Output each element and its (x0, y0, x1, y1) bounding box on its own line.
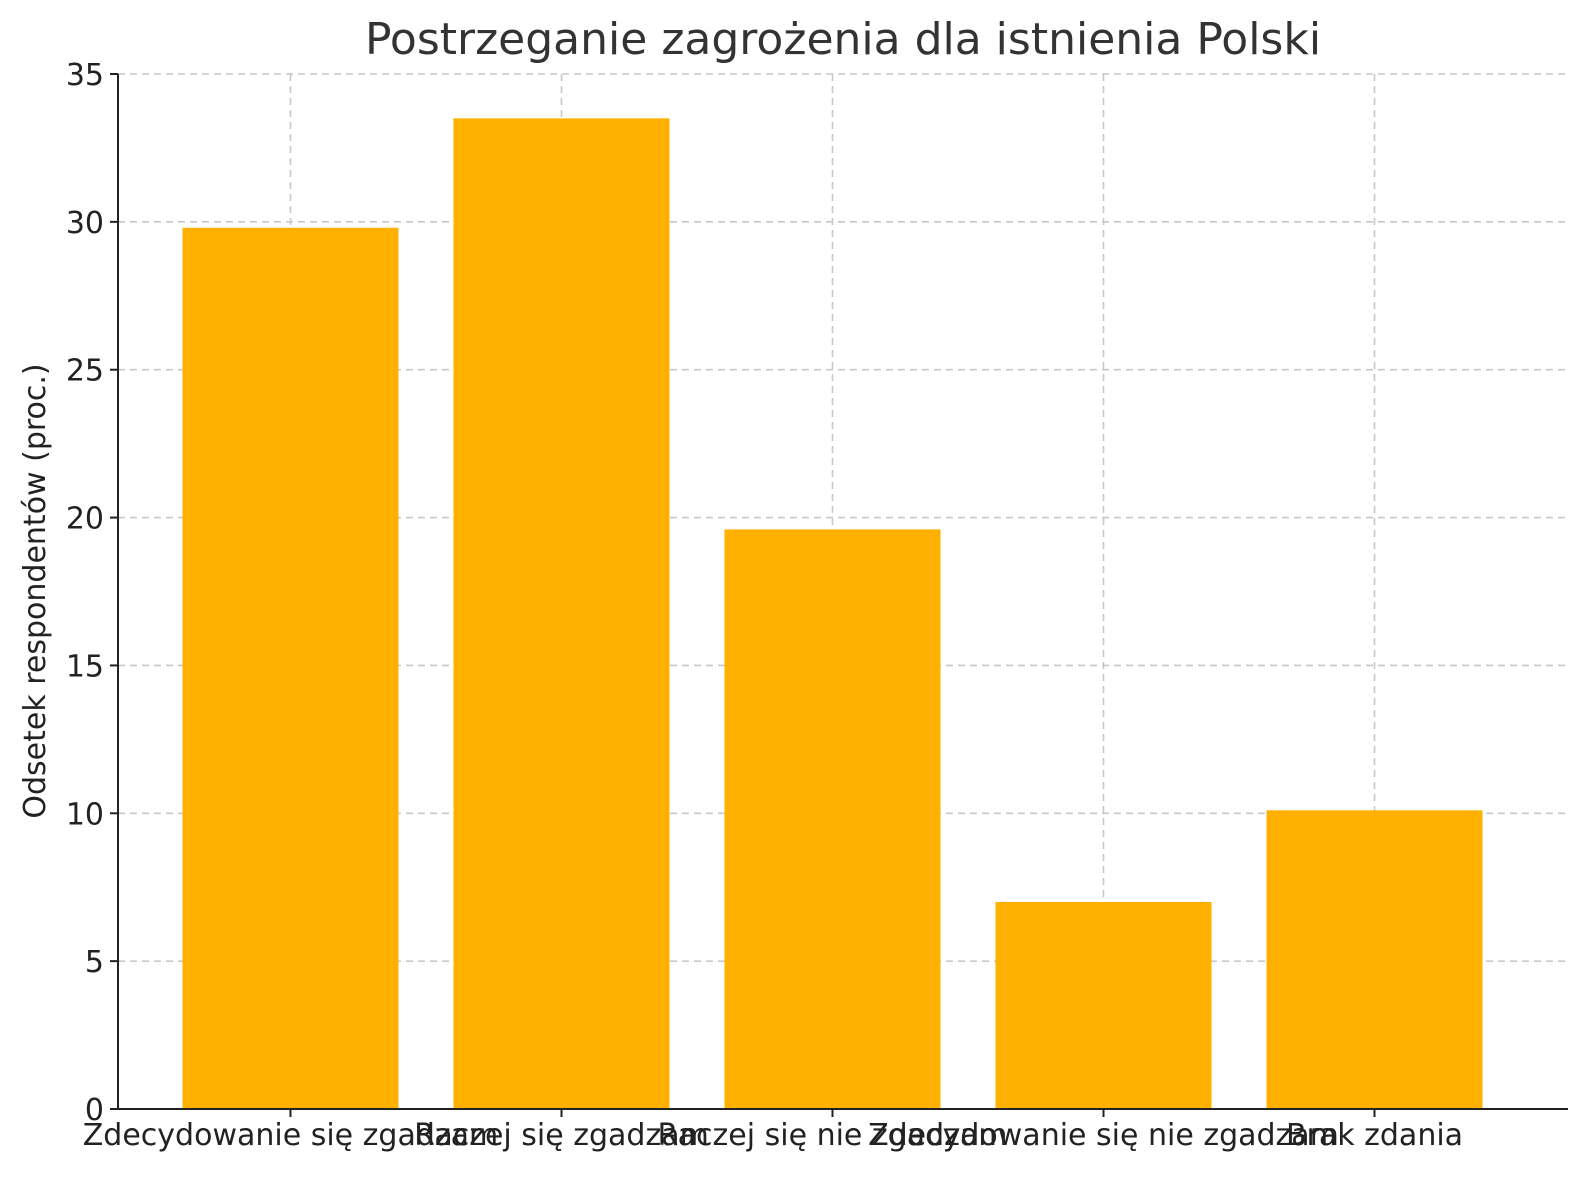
x-tick-label: Zdecydowanie się zgadzam (83, 1118, 499, 1153)
bar (724, 529, 941, 1109)
y-axis-label: Odsetek respondentów (proc.) (18, 363, 53, 818)
y-tick-label: 0 (85, 1093, 104, 1128)
y-tick-label: 30 (66, 206, 104, 241)
x-tick-label: Brak zdania (1286, 1118, 1463, 1153)
y-tick-label: 5 (85, 945, 104, 980)
x-tick-label: Raczej się zgadzam (414, 1118, 709, 1153)
bars (182, 118, 1483, 1110)
y-tick-label: 10 (66, 797, 104, 832)
y-tick-label: 35 (66, 58, 104, 93)
y-tick-label: 15 (66, 649, 104, 684)
x-tick-label: Raczej się nie zgadzam (657, 1118, 1007, 1153)
axes (117, 74, 1568, 1110)
chart-title: Postrzeganie zagrożenia dla istnienia Po… (365, 14, 1321, 65)
bar (182, 227, 399, 1109)
y-tick-label: 25 (66, 354, 104, 389)
bar (1266, 810, 1483, 1109)
bar (995, 902, 1212, 1109)
y-tick-label: 20 (66, 502, 104, 537)
bar (453, 118, 670, 1110)
x-tick-label: Zdecydowanie się nie zgadzam (868, 1118, 1339, 1153)
y-ticks: 0 5 10 15 20 25 30 35 (66, 58, 118, 1128)
